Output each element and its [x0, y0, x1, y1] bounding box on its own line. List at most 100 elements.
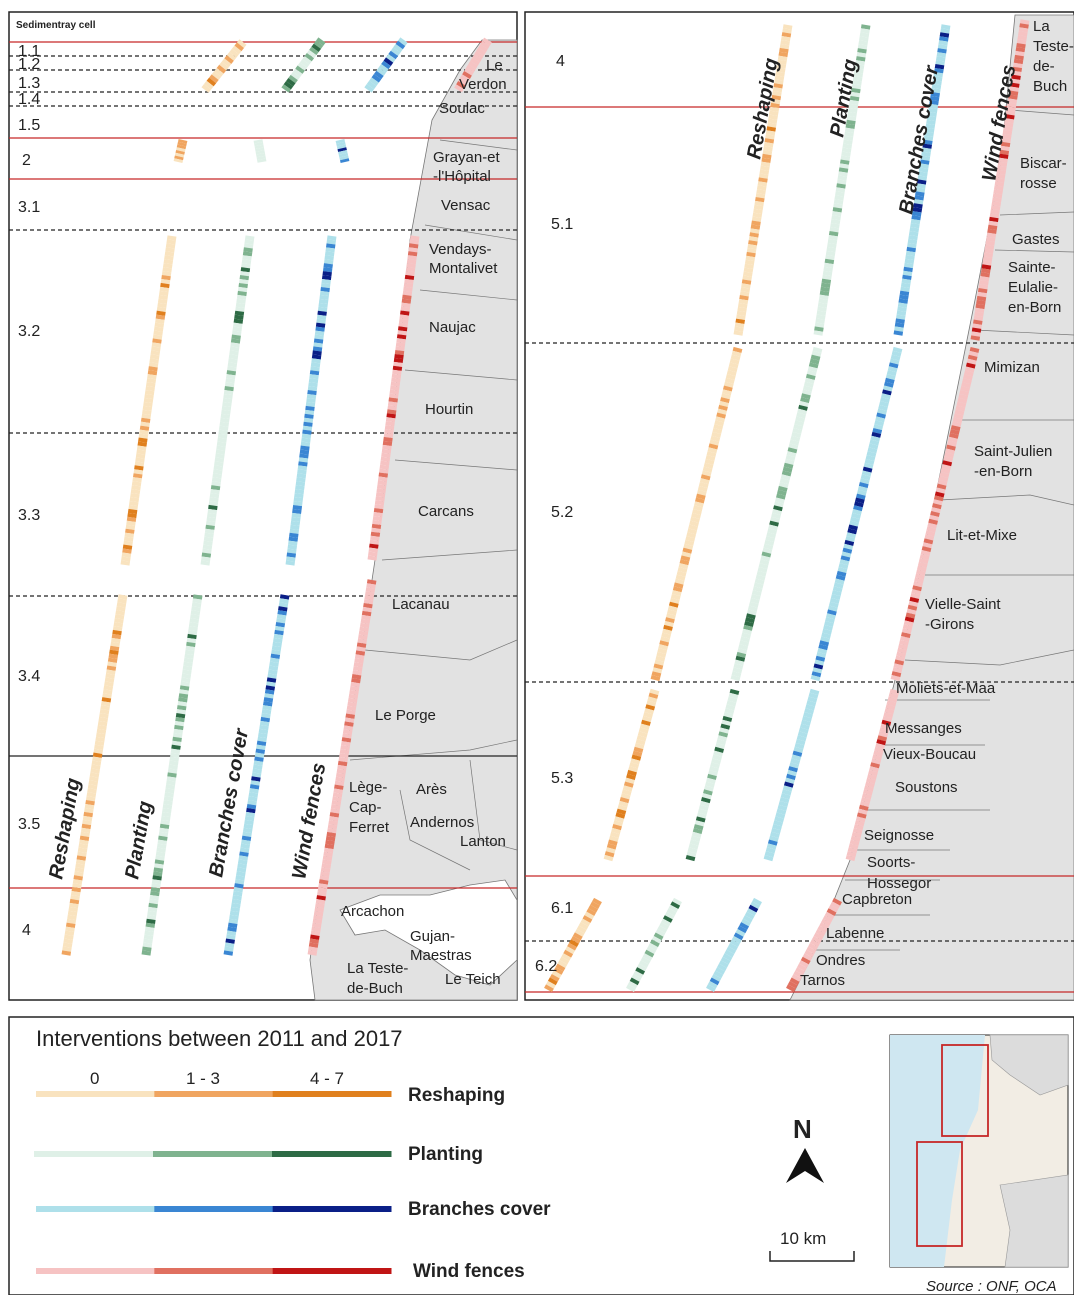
intervention-strip	[320, 900, 321, 904]
intervention-strip	[905, 633, 906, 637]
intervention-strip	[486, 40, 488, 43]
intervention-strip	[158, 327, 159, 331]
intervention-strip	[155, 892, 156, 896]
intervention-strip	[392, 402, 393, 406]
intervention-strip	[206, 557, 207, 561]
intervention-strip	[914, 228, 915, 232]
intervention-strip	[724, 729, 725, 733]
intervention-strip	[297, 510, 298, 514]
intervention-strip	[645, 959, 647, 962]
intervention-strip	[909, 618, 910, 622]
intervention-strip	[249, 236, 250, 240]
intervention-strip	[661, 928, 663, 931]
intervention-strip	[173, 765, 174, 769]
intervention-strip	[869, 783, 870, 787]
intervention-strip	[382, 67, 384, 70]
cell-label: 3.4	[18, 668, 40, 685]
intervention-strip	[101, 730, 102, 734]
intervention-strip	[673, 603, 674, 607]
intervention-strip	[261, 745, 262, 749]
intervention-strip	[878, 752, 879, 756]
intervention-strip	[164, 824, 165, 828]
intervention-strip	[758, 583, 759, 587]
intervention-strip	[392, 406, 393, 410]
intervention-strip	[897, 668, 898, 672]
town-label: Buch	[1033, 78, 1067, 95]
intervention-strip	[405, 307, 406, 311]
intervention-strip	[386, 449, 387, 453]
intervention-strip	[260, 148, 261, 151]
intervention-strip	[758, 209, 759, 213]
intervention-strip	[787, 787, 788, 791]
intervention-strip	[318, 343, 319, 347]
intervention-strip	[109, 682, 110, 686]
intervention-strip	[206, 553, 207, 557]
intervention-strip	[771, 533, 772, 537]
intervention-strip	[979, 308, 980, 312]
intervention-strip	[820, 319, 821, 323]
intervention-strip	[666, 634, 667, 638]
intervention-strip	[579, 931, 581, 934]
legend-color-swatch	[273, 1268, 392, 1274]
intervention-strip	[998, 190, 999, 194]
intervention-strip	[618, 821, 619, 825]
intervention-strip	[777, 510, 778, 514]
intervention-strip	[821, 928, 823, 931]
intervention-strip	[741, 653, 742, 657]
intervention-strip	[294, 529, 295, 533]
intervention-strip	[957, 418, 958, 422]
intervention-strip	[682, 568, 683, 572]
intervention-strip	[343, 154, 344, 157]
intervention-strip	[712, 448, 713, 452]
intervention-strip	[681, 572, 682, 576]
intervention-strip	[721, 966, 723, 969]
intervention-strip	[846, 553, 847, 557]
intervention-strip	[244, 848, 245, 852]
intervention-strip	[320, 904, 321, 908]
intervention-strip	[990, 241, 991, 245]
intervention-strip	[414, 236, 415, 240]
intervention-strip	[70, 923, 71, 927]
legend-color-swatch	[154, 1206, 273, 1212]
intervention-strip	[586, 917, 588, 920]
intervention-strip	[725, 394, 726, 398]
intervention-strip	[732, 698, 733, 702]
right-map-panel: 4 5.1 5.2 5.3 6.1 6.2 La Teste- de- Buch…	[525, 12, 1074, 1000]
intervention-strip	[756, 900, 758, 903]
intervention-strip	[746, 284, 747, 288]
intervention-strip	[306, 438, 307, 442]
intervention-strip	[899, 327, 900, 331]
intervention-strip	[120, 611, 121, 615]
intervention-strip	[956, 422, 957, 426]
intervention-strip	[755, 595, 756, 599]
intervention-strip	[307, 426, 308, 430]
intervention-strip	[923, 559, 924, 563]
intervention-strip	[351, 710, 352, 714]
intervention-strip	[402, 331, 403, 335]
intervention-strip	[171, 777, 172, 781]
intervention-strip	[788, 783, 789, 787]
intervention-strip	[813, 694, 814, 698]
intervention-strip	[953, 434, 954, 438]
intervention-strip	[804, 398, 805, 402]
intervention-strip	[880, 744, 881, 748]
intervention-strip	[312, 391, 313, 395]
town-label: Le	[486, 57, 503, 74]
intervention-strip	[399, 355, 400, 359]
intervention-strip	[910, 256, 911, 260]
intervention-strip	[318, 916, 319, 920]
intervention-strip	[372, 556, 373, 560]
intervention-strip	[766, 154, 767, 158]
intervention-strip	[863, 41, 864, 45]
intervention-strip	[402, 327, 403, 331]
intervention-strip	[322, 311, 323, 315]
cell-label: 4	[556, 53, 565, 70]
intervention-strip	[711, 775, 712, 779]
intervention-strip	[318, 912, 319, 916]
intervention-strip	[370, 83, 372, 86]
intervention-strip	[245, 844, 246, 848]
intervention-strip	[299, 68, 301, 71]
intervention-strip	[169, 256, 170, 260]
intervention-strip	[197, 599, 198, 603]
intervention-strip	[853, 845, 854, 849]
